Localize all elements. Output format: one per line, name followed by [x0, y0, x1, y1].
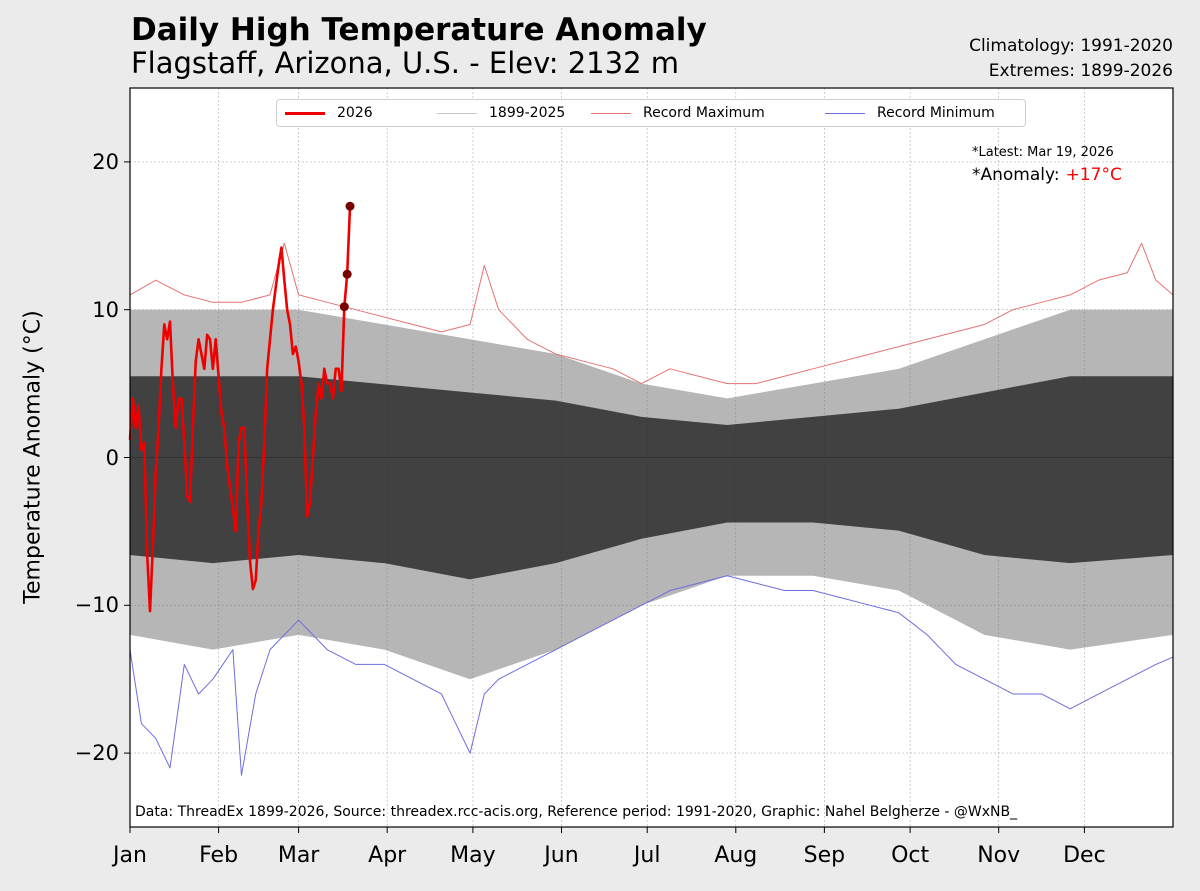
historical-range-core — [130, 376, 1173, 580]
x-tick-label-jan: Jan — [113, 843, 147, 868]
legend-swatch-record-min — [825, 112, 865, 114]
legend-label-record-min: Record Minimum — [877, 105, 995, 121]
x-tick-label-jun: Jun — [544, 843, 579, 868]
legend-label-historical: 1899-2025 — [489, 105, 566, 121]
x-tick-label-jul: Jul — [633, 843, 661, 868]
anomaly-label: *Anomaly: — [972, 165, 1060, 185]
climatology-note: Climatology: 1991-2020 — [969, 36, 1173, 56]
y-tick-label: −20 — [74, 741, 119, 766]
x-tick-label-apr: Apr — [368, 843, 407, 868]
chart-subtitle: Flagstaff, Arizona, U.S. - Elev: 2132 m — [131, 46, 679, 80]
x-tick-label-feb: Feb — [199, 843, 239, 868]
legend-item-record-min: Record Minimum — [825, 100, 995, 126]
x-tick-label-may: May — [450, 843, 496, 868]
legend-swatch-historical — [437, 112, 477, 114]
legend-item-record-max: Record Maximum — [591, 100, 765, 126]
legend-label-record-max: Record Maximum — [643, 105, 765, 121]
latest-anomaly: *Anomaly: +17°C — [972, 165, 1122, 185]
chart-title: Daily High Temperature Anomaly — [131, 12, 707, 48]
y-tick-label: 20 — [92, 149, 119, 174]
data-credit: Data: ThreadEx 1899-2026, Source: thread… — [135, 804, 1018, 820]
legend: 2026 1899-2025 Record Maximum Record Min… — [276, 99, 1026, 127]
latest-point — [339, 302, 349, 312]
legend-swatch-2026 — [285, 111, 325, 115]
anomaly-value: +17°C — [1065, 165, 1122, 185]
x-tick-label-nov: Nov — [977, 843, 1021, 868]
x-tick-label-oct: Oct — [891, 843, 930, 868]
latest-date-note: *Latest: Mar 19, 2026 — [972, 145, 1114, 160]
extremes-note: Extremes: 1899-2026 — [988, 61, 1173, 81]
y-tick-label: −10 — [74, 593, 119, 618]
record-minimum-line — [129, 575, 1174, 776]
series-2026-line — [128, 206, 352, 613]
legend-item-2026: 2026 — [285, 100, 373, 126]
legend-item-historical: 1899-2025 — [437, 100, 565, 126]
x-tick-label-sep: Sep — [803, 843, 846, 868]
latest-point — [345, 201, 355, 211]
legend-swatch-record-max — [591, 112, 631, 114]
x-tick-label-mar: Mar — [277, 843, 320, 868]
record-maximum-line — [129, 242, 1174, 385]
y-axis-label: Temperature Anomaly (°C) — [20, 310, 46, 604]
y-tick-label: 10 — [92, 297, 119, 322]
legend-label-2026: 2026 — [337, 105, 373, 121]
y-tick-label: 0 — [105, 445, 119, 470]
x-tick-label-aug: Aug — [714, 843, 758, 868]
latest-point — [342, 269, 352, 279]
x-tick-label-dec: Dec — [1063, 843, 1106, 868]
